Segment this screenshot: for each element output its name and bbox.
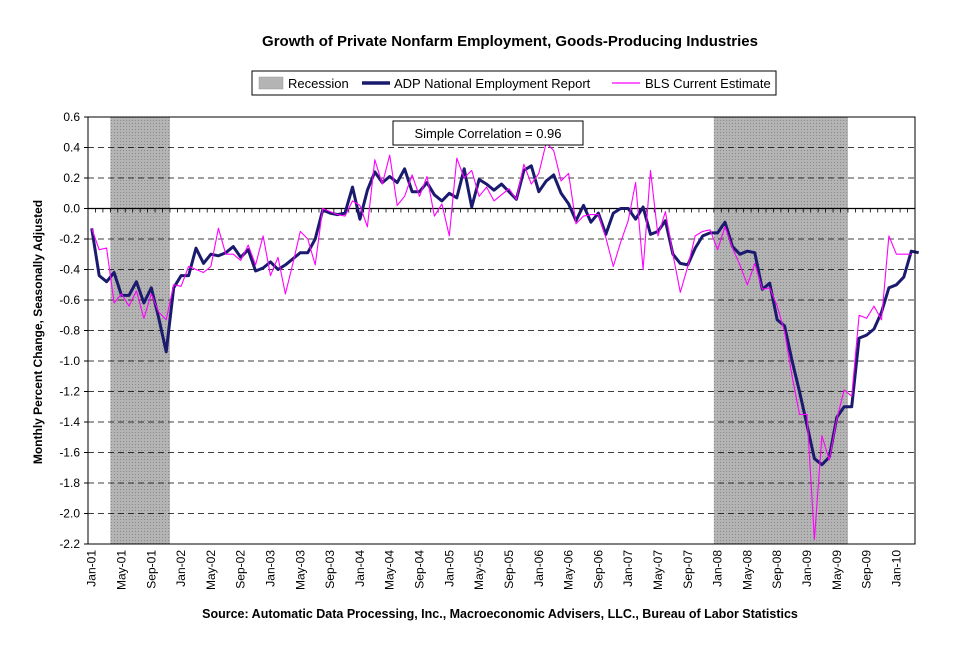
x-tick-label: Sep-09 <box>860 550 874 589</box>
x-tick-label: Sep-06 <box>591 550 605 589</box>
y-tick-label: 0.0 <box>63 202 80 216</box>
y-tick-label: -1.2 <box>59 385 80 399</box>
legend: Recession ADP National Employment Report… <box>251 70 777 96</box>
legend-adp-label: ADP National Employment Report <box>394 76 591 91</box>
x-tick-label: May-03 <box>293 550 307 590</box>
series-line-adp <box>90 164 919 467</box>
x-tick-label: Jan-04 <box>353 550 367 587</box>
series-line-bls <box>91 142 912 540</box>
annotation-text: Simple Correlation = 0.96 <box>414 126 561 141</box>
x-tick-label: May-07 <box>651 550 665 590</box>
x-tick-label: May-01 <box>115 550 129 590</box>
x-tick-label: Sep-03 <box>323 550 337 589</box>
x-tick-label: Sep-02 <box>234 550 248 589</box>
x-tick-label: May-04 <box>383 550 397 590</box>
legend-recession-label: Recession <box>288 76 349 91</box>
y-tick-label: 0.6 <box>63 110 80 124</box>
x-tick-label: Sep-08 <box>770 550 784 589</box>
x-tick-label: Jan-09 <box>800 550 814 587</box>
y-tick-label: -2.0 <box>59 507 80 521</box>
x-tick-label: Sep-05 <box>502 550 516 589</box>
annotation-box <box>392 120 584 146</box>
x-tick-label: May-09 <box>830 550 844 590</box>
y-axis-label: Monthly Percent Change, Seasonally Adjus… <box>31 200 45 464</box>
y-tick-label: 0.2 <box>63 171 80 185</box>
legend-recession-swatch <box>258 76 284 90</box>
y-tick-label: -0.8 <box>59 324 80 338</box>
y-tick-label: -0.6 <box>59 293 80 307</box>
x-tick-label: Jan-02 <box>174 550 188 587</box>
x-tick-label: Jan-06 <box>532 550 546 587</box>
x-tick-label: Jan-05 <box>442 550 456 587</box>
y-tick-label: -1.8 <box>59 476 80 490</box>
x-tick-label: Jan-08 <box>711 550 725 587</box>
y-tick-label: -1.4 <box>59 415 80 429</box>
y-tick-label: -2.2 <box>59 537 80 551</box>
x-tick-label: Jan-10 <box>889 550 903 587</box>
x-tick-label: Sep-07 <box>681 550 695 589</box>
x-tick-label: Jan-01 <box>85 550 99 587</box>
source-note: Source: Automatic Data Processing, Inc.,… <box>202 607 798 621</box>
legend-bls-label: BLS Current Estimate <box>645 76 771 91</box>
chart-title: Growth of Private Nonfarm Employment, Go… <box>262 33 758 50</box>
x-tick-label: Jan-07 <box>621 550 635 587</box>
plot-area: 0.6 0.4 0.2 0.0 -0.2 -0.4 -0.6 -0.8 -1.0 -1.2 -1.4… <box>59 110 919 590</box>
x-tick-label: May-02 <box>204 550 218 590</box>
x-tick-label: May-06 <box>562 550 576 590</box>
y-tick-label: 0.4 <box>63 141 80 155</box>
x-tick-label: Jan-03 <box>264 550 278 587</box>
x-tick-label: May-05 <box>472 550 486 590</box>
y-tick-label: -0.4 <box>59 263 80 277</box>
y-tick-label: -0.2 <box>59 232 80 246</box>
x-tick-label: May-08 <box>740 550 754 590</box>
y-tick-label: -1.0 <box>59 354 80 368</box>
x-tick-label: Sep-01 <box>144 550 158 589</box>
plot-frame <box>87 116 916 545</box>
x-tick-label: Sep-04 <box>413 550 427 589</box>
y-tick-label: -1.6 <box>59 446 80 460</box>
